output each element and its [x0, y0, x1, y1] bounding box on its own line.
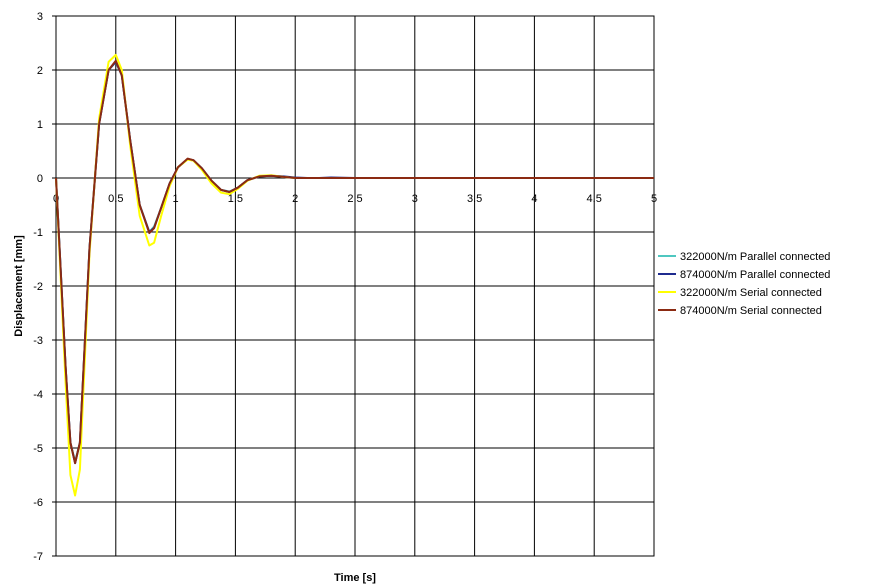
y-tick-label: 3 [37, 11, 43, 23]
y-tick-label: -5 [33, 443, 43, 455]
y-tick-label: -4 [33, 389, 43, 401]
x-tick-label: 4 [531, 193, 537, 205]
y-tick-label: -6 [33, 497, 43, 509]
legend-label: 322000N/m Serial connected [680, 287, 822, 299]
series-lines [55, 53, 654, 497]
y-tick-label: -1 [33, 227, 43, 239]
y-tick-labels: 3 2 1 0 -1 -2 -3 -4 -5 -6 -7 [33, 11, 43, 563]
x-tick-label: 0.5 [108, 193, 123, 205]
legend-label: 874000N/m Parallel connected [680, 269, 830, 281]
legend-label: 322000N/m Parallel connected [680, 251, 830, 263]
gridlines [52, 15, 654, 557]
legend-label: 874000N/m Serial connected [680, 305, 822, 317]
y-axis-title: Displacement [mm] [13, 235, 25, 337]
x-tick-label: 2 [292, 193, 298, 205]
x-tick-label: 2.5 [347, 193, 362, 205]
x-axis-title: Time [s] [334, 572, 376, 584]
y-tick-label: 0 [37, 173, 43, 185]
y-tick-label: 1 [37, 119, 43, 131]
y-tick-label: -2 [33, 281, 43, 293]
legend: 322000N/m Parallel connected 874000N/m Pa… [658, 251, 830, 317]
x-tick-label: 1.5 [228, 193, 243, 205]
x-tick-label: 3.5 [467, 193, 482, 205]
x-tick-label: 4.5 [587, 193, 602, 205]
x-tick-label: 1 [173, 193, 179, 205]
series-line [55, 59, 654, 465]
y-tick-label: -3 [33, 335, 43, 347]
y-tick-label: 2 [37, 65, 43, 77]
x-tick-label: 5 [651, 193, 657, 205]
y-tick-label: -7 [33, 551, 43, 563]
x-tick-label: 3 [412, 193, 418, 205]
